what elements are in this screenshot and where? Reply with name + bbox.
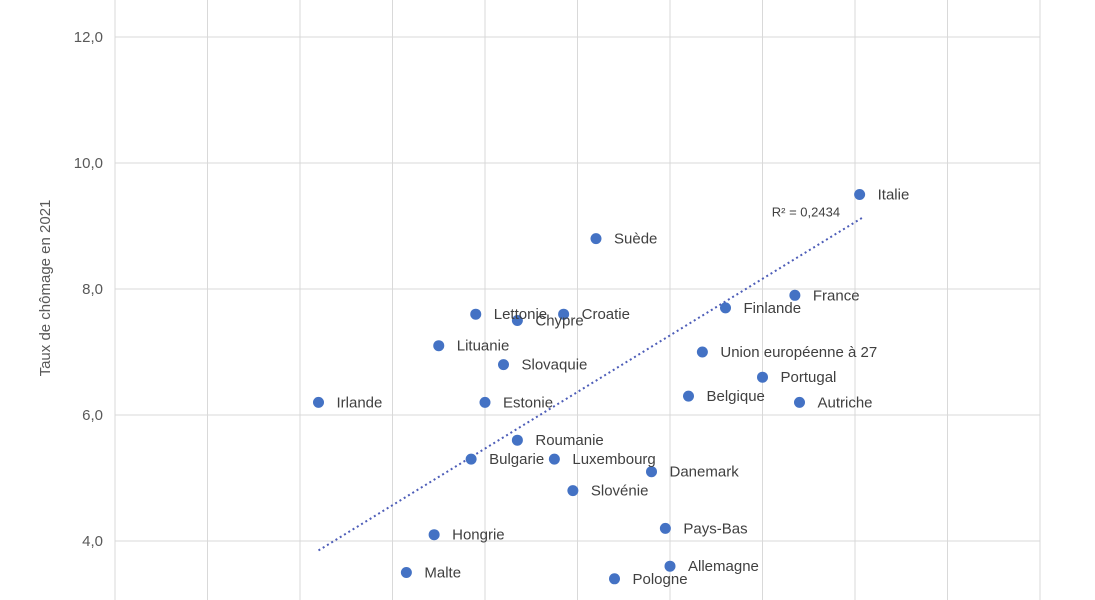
data-point xyxy=(465,453,477,465)
trendline: R² = 0,2434 xyxy=(317,205,865,552)
data-point xyxy=(567,485,579,497)
data-point-label: Chypre xyxy=(535,313,583,330)
data-point-label: Portugal xyxy=(781,369,837,386)
data-point xyxy=(400,567,412,578)
data-point xyxy=(696,346,708,358)
data-point-label: Slovaquie xyxy=(522,357,588,374)
data-point-label: Belgique xyxy=(707,388,765,405)
data-point xyxy=(609,573,620,585)
point-labels: Italie Suède France Finlande Lettonie Croatie… xyxy=(337,187,910,588)
data-point xyxy=(664,560,676,572)
data-point-label: Malte xyxy=(424,565,461,582)
data-point-label: Pologne xyxy=(633,571,688,588)
data-point xyxy=(720,302,731,314)
data-point-label: Luxembourg xyxy=(572,451,655,468)
trendline-line xyxy=(317,215,865,552)
data-point xyxy=(511,434,523,446)
data-point xyxy=(794,396,805,408)
data-point xyxy=(558,308,570,320)
data-point xyxy=(313,396,324,408)
data-point-label: Autriche xyxy=(818,394,873,411)
data-point xyxy=(498,359,509,371)
data-point-label: Estonie xyxy=(503,394,553,411)
data-point-label: Allemagne xyxy=(688,558,759,575)
data-point-label: Bulgarie xyxy=(489,451,544,468)
data-point-label: Hongrie xyxy=(452,527,505,544)
data-point xyxy=(683,390,694,402)
data-point xyxy=(428,529,440,541)
data-point-label: Pays-Bas xyxy=(683,520,747,537)
y-tick-label: 12,0 xyxy=(74,29,103,46)
y-axis-ticks: 4,0 6,0 8,0 10,0 12,0 xyxy=(74,29,103,550)
data-point-label: Slovénie xyxy=(591,483,649,500)
y-tick-label: 8,0 xyxy=(82,281,103,298)
data-point xyxy=(511,315,523,326)
data-point xyxy=(757,371,768,383)
data-point xyxy=(590,233,602,245)
data-point-label: Danemark xyxy=(670,464,740,481)
data-point xyxy=(433,340,445,352)
data-point-label: Lettonie xyxy=(494,306,547,323)
y-axis-label: Taux de chômage en 2021 xyxy=(37,200,54,377)
data-point-label: Union européenne à 27 xyxy=(720,344,877,361)
data-point xyxy=(548,453,560,465)
grid xyxy=(114,0,1041,600)
data-point xyxy=(854,189,866,200)
data-point xyxy=(659,522,671,534)
data-point xyxy=(789,289,801,301)
y-tick-label: 6,0 xyxy=(82,407,103,424)
data-point-label: Roumanie xyxy=(535,432,603,449)
data-point-label: Italie xyxy=(878,187,910,204)
data-point-label: Croatie xyxy=(582,306,630,323)
r-squared-annotation: R² = 0,2434 xyxy=(772,205,840,220)
data-point xyxy=(646,466,657,478)
data-point-label: Suède xyxy=(614,231,657,248)
data-point-label: Finlande xyxy=(744,300,802,317)
data-point-label: France xyxy=(813,287,860,304)
data-point xyxy=(470,308,482,320)
y-tick-label: 10,0 xyxy=(74,155,103,172)
data-point-label: Irlande xyxy=(337,394,383,411)
data-point-label: Lituanie xyxy=(457,338,510,355)
y-tick-label: 4,0 xyxy=(82,533,103,550)
data-point xyxy=(479,396,491,408)
data-points xyxy=(313,189,866,585)
